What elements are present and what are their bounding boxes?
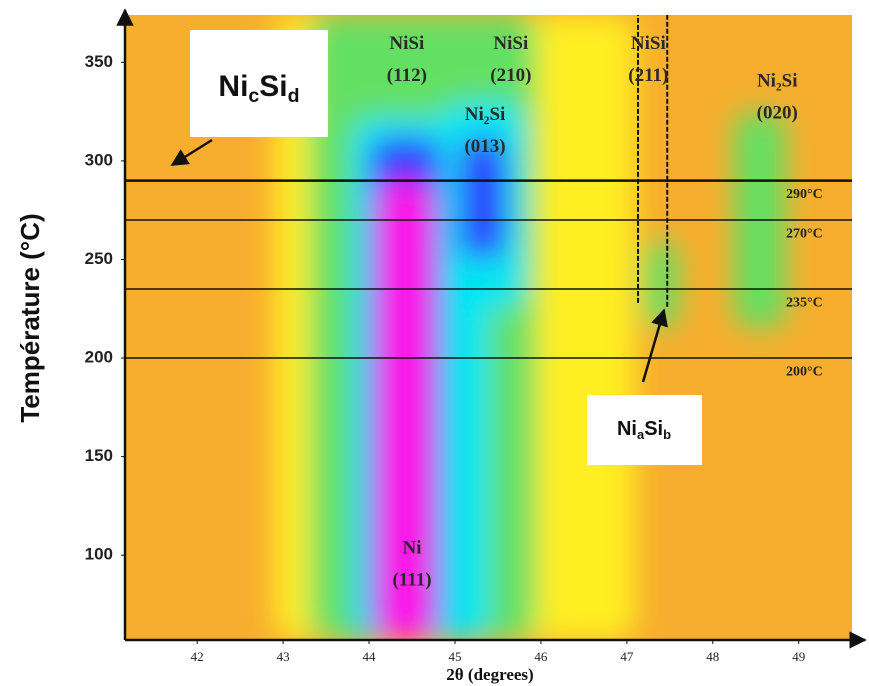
y-axis-label: Température (°C): [15, 213, 45, 422]
x-tick-label: 45: [448, 649, 461, 664]
peak-label: NiSi: [631, 33, 666, 54]
heatmap: [125, 15, 852, 640]
peak-hkl: (210): [490, 65, 531, 86]
x-tick-label: 43: [277, 649, 290, 664]
x-tick-label: 42: [191, 649, 204, 664]
peak-hkl: (013): [464, 136, 505, 157]
y-tick-label: 350: [85, 52, 113, 71]
peak-label: NiSi: [493, 33, 528, 54]
arrow: [641, 308, 668, 383]
peak-hkl: (111): [392, 570, 431, 591]
phase-label: NiaSib: [617, 418, 671, 442]
formula-part: Si: [259, 70, 287, 103]
formula-part: Si: [644, 418, 663, 440]
subscript: d: [288, 85, 300, 107]
intensity-region: [459, 137, 507, 260]
temperature-label: 200°C: [786, 364, 823, 379]
temperature-label: 290°C: [786, 187, 823, 202]
peak-label: NiSi: [389, 33, 424, 54]
x-tick-label: 44: [363, 649, 377, 664]
temperature-label: 235°C: [786, 295, 823, 310]
subscript: c: [248, 85, 259, 107]
arrow: [170, 138, 213, 167]
phase-label: NicSid: [218, 70, 299, 107]
y-tick-label: 100: [85, 545, 113, 564]
peak-label: Ni₂Si: [757, 70, 798, 91]
peak-hkl: (211): [628, 65, 668, 86]
x-tick-label: 49: [792, 649, 805, 664]
subscript: a: [637, 427, 645, 442]
intensity-region: [379, 180, 431, 640]
label-box: [190, 30, 328, 137]
formula-part: Ni: [218, 70, 248, 103]
temperature-label: 270°C: [786, 226, 823, 241]
peak-hkl: (020): [757, 102, 798, 123]
x-tick-label: 48: [706, 649, 719, 664]
peak-label: Ni₂Si: [465, 104, 506, 125]
label-box: [587, 395, 702, 465]
y-tick-label: 250: [85, 249, 113, 268]
y-tick-label: 150: [85, 446, 113, 465]
y-tick-label: 200: [85, 348, 113, 367]
x-tick-label: 46: [534, 649, 548, 664]
y-tick-label: 300: [85, 150, 113, 169]
x-tick-label: 47: [620, 649, 634, 664]
x-axis-label: 2θ (degrees): [446, 665, 533, 684]
intensity-region: [644, 239, 679, 329]
peak-label: Ni: [403, 538, 422, 559]
formula-part: Ni: [617, 418, 637, 440]
peak-hkl: (112): [387, 65, 427, 86]
subscript: b: [663, 427, 671, 442]
